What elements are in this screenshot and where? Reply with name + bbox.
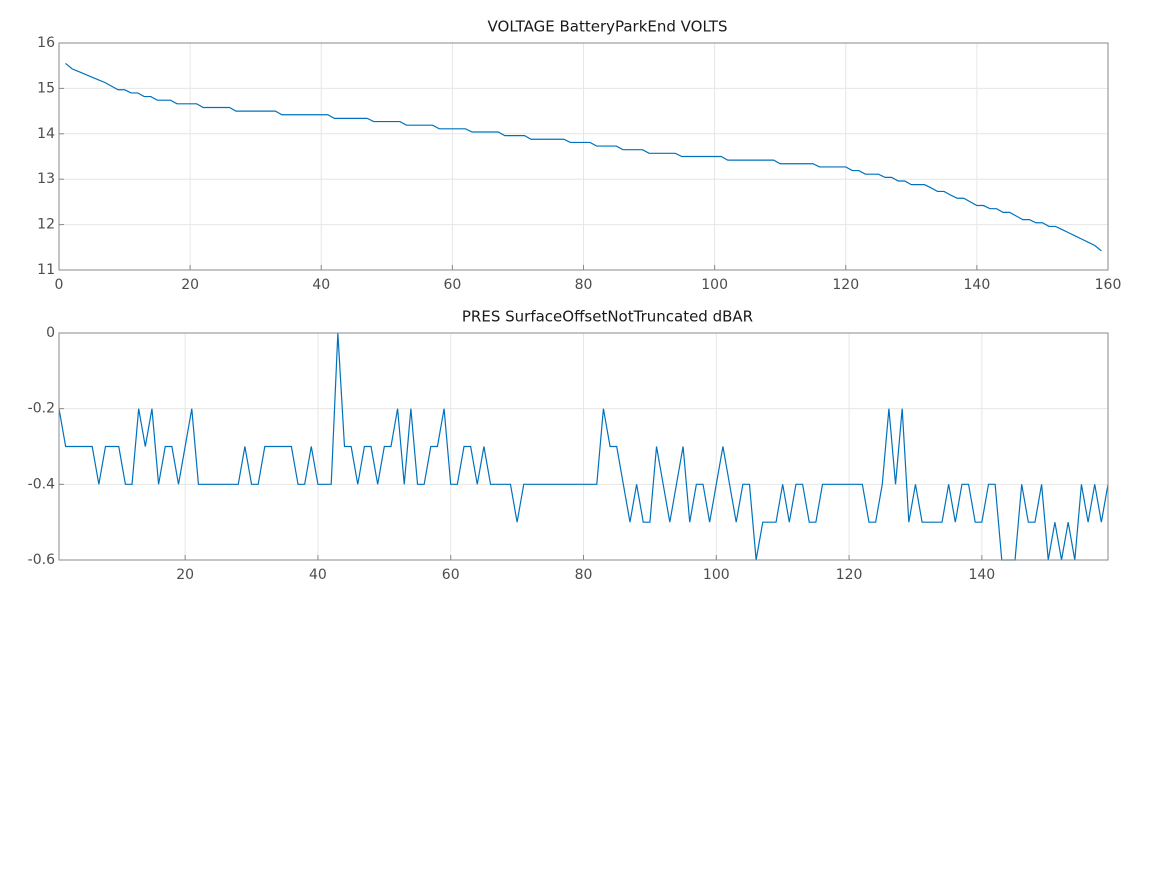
data-line <box>58 332 1109 561</box>
chart-title: VOLTAGE BatteryParkEnd VOLTS <box>488 18 728 36</box>
x-tick-label: 140 <box>964 277 991 293</box>
y-tick-label: 15 <box>37 80 55 96</box>
x-tick-label: 20 <box>176 567 194 583</box>
x-tick-label: 40 <box>309 567 327 583</box>
data-line <box>65 62 1102 252</box>
y-tick-label: 0 <box>46 325 55 341</box>
x-tick-label: 60 <box>442 567 460 583</box>
y-tick-label: -0.4 <box>28 476 55 492</box>
x-tick-label: 0 <box>55 277 64 293</box>
axes-frame <box>58 332 1109 561</box>
x-tick-label: 100 <box>703 567 730 583</box>
y-tick-label: 16 <box>37 35 55 51</box>
y-tick-label: 11 <box>37 262 55 278</box>
chart-title: PRES SurfaceOffsetNotTruncated dBAR <box>462 308 753 326</box>
x-tick-label: 20 <box>181 277 199 293</box>
y-tick-label: 13 <box>37 171 55 187</box>
x-tick-label: 120 <box>832 277 859 293</box>
y-tick-label: -0.2 <box>28 401 55 417</box>
x-tick-label: 80 <box>575 567 593 583</box>
y-tick-label: -0.6 <box>28 552 55 568</box>
y-tick-label: 14 <box>37 126 55 142</box>
y-tick-label: 12 <box>37 217 55 233</box>
x-tick-label: 160 <box>1095 277 1122 293</box>
x-tick-label: 40 <box>312 277 330 293</box>
x-tick-label: 100 <box>701 277 728 293</box>
x-tick-label: 140 <box>968 567 995 583</box>
x-tick-label: 60 <box>443 277 461 293</box>
x-tick-label: 80 <box>575 277 593 293</box>
axes-frame <box>58 42 1109 271</box>
x-tick-label: 120 <box>836 567 863 583</box>
